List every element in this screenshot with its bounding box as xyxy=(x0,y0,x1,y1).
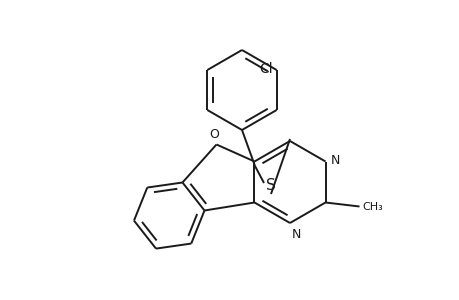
Text: CH₃: CH₃ xyxy=(362,202,382,212)
Text: Cl: Cl xyxy=(258,62,272,76)
Text: N: N xyxy=(330,154,339,167)
Text: N: N xyxy=(291,228,301,241)
Text: S: S xyxy=(266,178,275,194)
Text: O: O xyxy=(209,128,219,140)
